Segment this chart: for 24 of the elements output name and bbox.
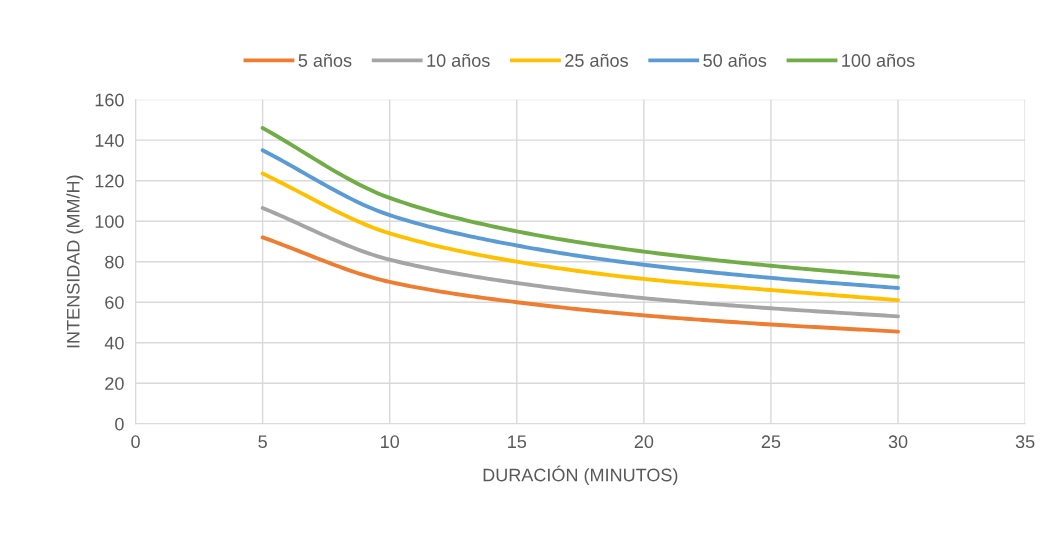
x-tick-label: 5: [258, 435, 267, 449]
x-axis-title: DURACIÓN (MINUTOS): [483, 465, 678, 485]
y-tick-label: 80: [105, 255, 124, 269]
x-tick-label: 20: [634, 435, 654, 449]
y-tick-label: 60: [105, 296, 124, 309]
x-tick-label: 35: [1015, 435, 1035, 449]
legend-label: 10 años: [427, 53, 490, 67]
legend-label: 100 años: [842, 53, 915, 67]
legend-label: 25 años: [565, 53, 628, 67]
x-tick-label: 30: [888, 435, 908, 449]
y-tick-label: 160: [95, 93, 124, 107]
y-tick-label: 20: [105, 377, 124, 390]
y-tick-label: 40: [104, 336, 124, 350]
y-tick-label: 0: [115, 417, 124, 431]
x-tick-label: 25: [761, 435, 781, 449]
x-tick-label: 10: [381, 435, 400, 449]
legend-label: 5 años: [298, 53, 352, 67]
y-axis-title: INTENSIDAD (MM/H): [66, 175, 84, 348]
y-tick-label: 100: [95, 215, 124, 228]
y-tick-label: 120: [95, 174, 124, 188]
legend-label: 50 años: [703, 53, 767, 67]
x-tick-label: 0: [131, 435, 140, 449]
x-tick-label: 15: [508, 435, 527, 449]
y-tick-label: 140: [95, 134, 124, 147]
